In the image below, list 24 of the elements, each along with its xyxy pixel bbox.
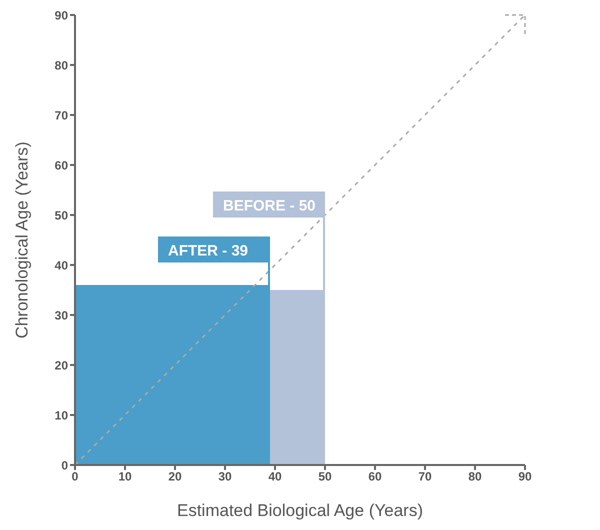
y-tick-label: 20 (54, 358, 68, 372)
y-tick-label: 0 (61, 458, 68, 472)
x-tick-label: 20 (168, 470, 182, 484)
annotation: AFTER - 39 (168, 242, 248, 260)
x-tick-label: 60 (368, 470, 382, 484)
annotation: BEFORE - 50 (223, 198, 316, 214)
y-tick-label: 60 (54, 158, 68, 172)
x-tick-label: 10 (118, 470, 132, 484)
y-tick-label: 10 (54, 408, 68, 422)
y-tick-label: 40 (54, 258, 68, 272)
x-tick-label: 40 (268, 470, 282, 484)
y-tick-label: 80 (54, 58, 68, 72)
x-tick-label: 0 (72, 470, 79, 484)
y-tick-label: 90 (54, 8, 68, 22)
x-tick-label: 80 (468, 470, 482, 484)
y-tick-label: 30 (54, 308, 68, 322)
x-axis-title: Estimated Biological Age (Years) (176, 501, 424, 520)
x-tick-label: 90 (518, 470, 532, 484)
x-tick-label: 50 (318, 470, 332, 484)
y-tick-label: 50 (54, 208, 68, 222)
x-tick-label: 70 (418, 470, 432, 484)
y-axis-title: Chronological Age (Years) (12, 142, 32, 338)
x-tick-label: 30 (218, 470, 232, 484)
y-tick-label: 70 (54, 108, 68, 122)
